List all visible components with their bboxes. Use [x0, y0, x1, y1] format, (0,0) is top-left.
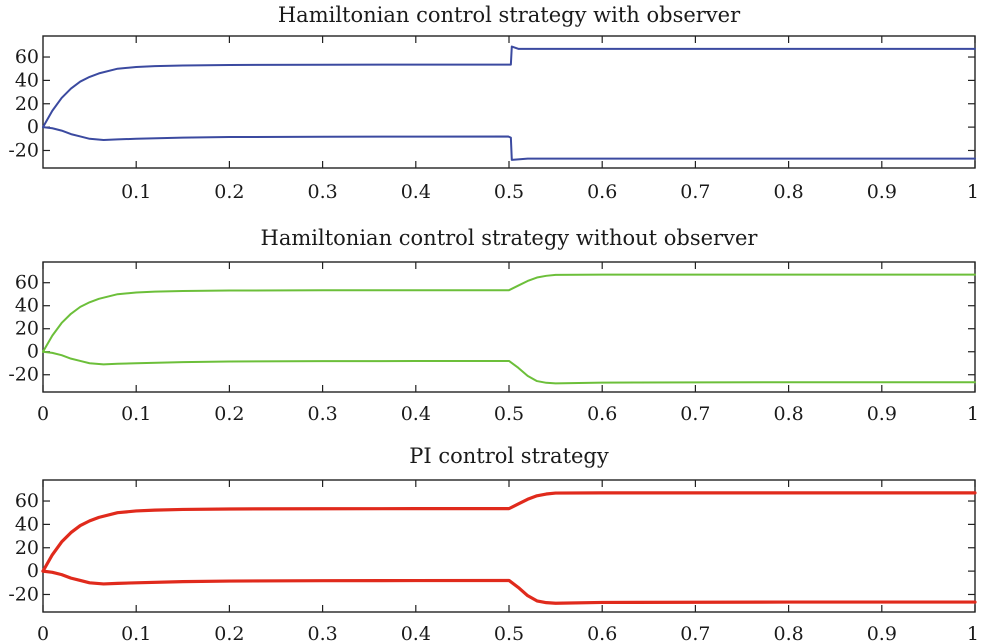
x-tick-label: 0.2 [214, 403, 244, 425]
x-tick-label: 0.3 [307, 623, 337, 643]
y-tick-label: 40 [15, 295, 39, 317]
series-line-upper [42, 45, 976, 129]
x-tick-label: 0.5 [494, 181, 524, 203]
y-tick-label: 60 [15, 490, 39, 512]
series-line-upper [42, 273, 976, 353]
x-tick-label: 0 [37, 403, 49, 425]
x-tick-label: 0.9 [867, 181, 897, 203]
y-tick-label: -20 [8, 139, 39, 161]
y-tick-label: 40 [15, 513, 39, 535]
x-tick-label: 0.3 [307, 403, 337, 425]
y-tick-label: 60 [15, 272, 39, 294]
y-tick-label: 20 [15, 318, 39, 340]
x-tick-label: 0.1 [121, 403, 151, 425]
y-tick-label: -20 [8, 583, 39, 605]
chart-title-1: Hamiltonian control strategy with observ… [278, 3, 741, 27]
chart-title-2: Hamiltonian control strategy without obs… [261, 226, 759, 250]
series-line-upper [41, 491, 977, 573]
x-tick-label: 0.1 [121, 623, 151, 643]
x-tick-label: 0.4 [401, 181, 431, 203]
y-tick-label: -20 [8, 364, 39, 386]
x-tick-label: 0.6 [587, 181, 617, 203]
x-tick-label: 0.3 [307, 181, 337, 203]
x-tick-label: 0.2 [214, 181, 244, 203]
y-tick-label: 0 [27, 560, 39, 582]
x-tick-label: 0.6 [587, 403, 617, 425]
chart-panel-2: Hamiltonian control strategy without obs… [8, 226, 979, 425]
x-tick-label: 0.7 [680, 403, 710, 425]
y-tick-label: 0 [27, 116, 39, 138]
x-tick-label: 0.5 [494, 403, 524, 425]
x-tick-label: 0.7 [680, 181, 710, 203]
chart-panel-3: PI control strategy 0 0.1 0.2 0.3 0.4 0.5 0.6 0… [8, 444, 979, 643]
x-tick-label: 0.6 [587, 623, 617, 643]
x-tick-label: 0.2 [214, 623, 244, 643]
y-tick-label: 40 [15, 69, 39, 91]
x-tick-label: 0.4 [401, 623, 431, 643]
x-tick-label: 1 [967, 181, 979, 203]
x-tick-label: 0.8 [773, 623, 803, 643]
x-tick-label: 0.7 [680, 623, 710, 643]
series-line-lower [41, 569, 977, 605]
x-tick-label: 1 [967, 403, 979, 425]
x-tick-label: 0.8 [773, 403, 803, 425]
y-tick-label: 0 [27, 341, 39, 363]
y-tick-label: 60 [15, 46, 39, 68]
chart-title-3: PI control strategy [409, 444, 609, 468]
x-tick-label: 0.4 [401, 403, 431, 425]
y-tick-label: 20 [15, 93, 39, 115]
x-tick-label: 0.8 [773, 181, 803, 203]
x-tick-label: 0.9 [867, 403, 897, 425]
series-line-lower [42, 126, 976, 161]
x-tick-label: 0.5 [494, 623, 524, 643]
x-tick-label: 0.1 [121, 181, 151, 203]
x-tick-label: 0 [37, 623, 49, 643]
y-tick-label: 20 [15, 537, 39, 559]
x-tick-label: 0.9 [867, 623, 897, 643]
chart-panel-1: Hamiltonian control strategy with observ… [8, 3, 979, 203]
series-line-lower [42, 350, 976, 385]
x-tick-label: 1 [967, 623, 979, 643]
